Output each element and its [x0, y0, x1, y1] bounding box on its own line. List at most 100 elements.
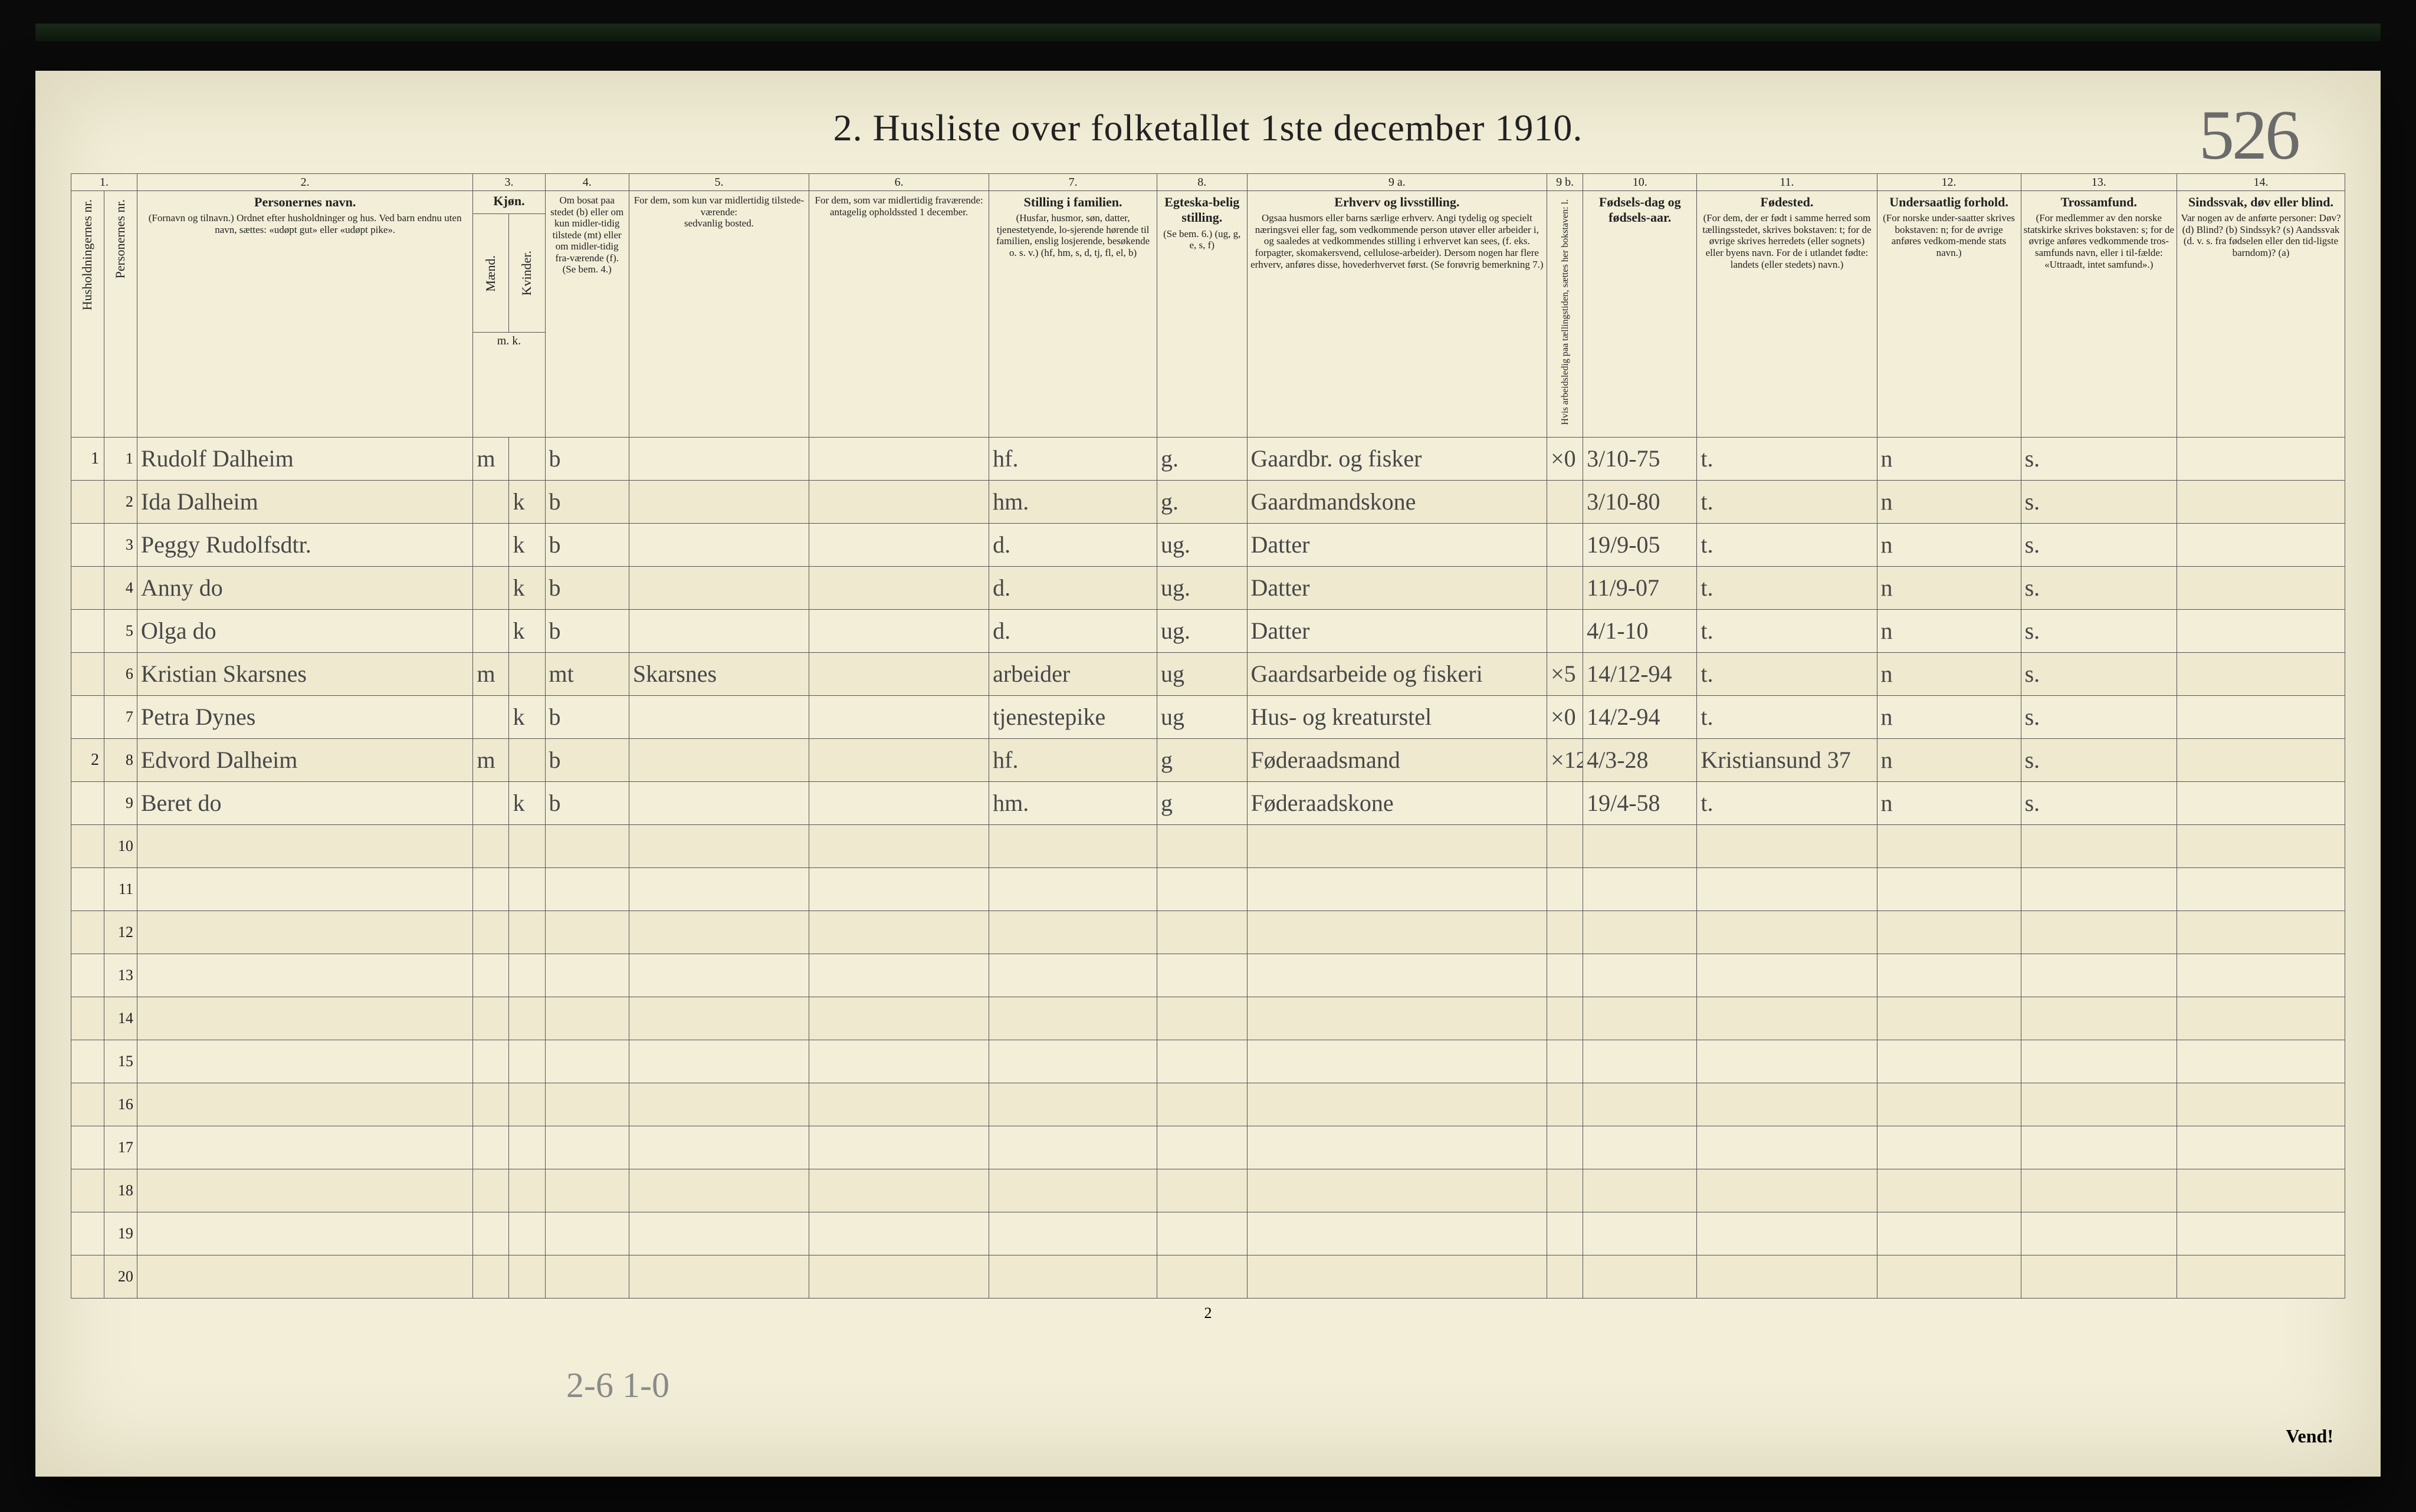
- cell-religion: [2021, 1255, 2177, 1298]
- cell-marital: [1157, 1040, 1247, 1083]
- cell-household-no: [71, 1212, 104, 1255]
- header-family-position: Stilling i familien. (Husfar, husmor, sø…: [989, 191, 1157, 438]
- cell-birthdate: [1583, 1126, 1697, 1169]
- cell-temp-absent: [809, 695, 989, 738]
- cell-nationality: [1877, 1255, 2021, 1298]
- header-temp-absent: For dem, som var midlertidig fraværende:…: [809, 191, 989, 438]
- header-nationality: Undersaatlig forhold. (For norske under-…: [1877, 191, 2021, 438]
- colnum-7: 7.: [989, 174, 1157, 191]
- cell-sex-m: [473, 566, 509, 609]
- cell-sex-m: [473, 1255, 509, 1298]
- cell-residence: mt: [545, 652, 629, 695]
- cell-temp-absent: [809, 781, 989, 824]
- cell-disability: [2177, 609, 2345, 652]
- cell-birthplace: [1697, 1169, 1877, 1212]
- cell-birthdate: 11/9-07: [1583, 566, 1697, 609]
- cell-unemployed: [1547, 867, 1583, 911]
- cell-disability: [2177, 781, 2345, 824]
- cell-temp-present: [629, 997, 809, 1040]
- cell-marital: ug: [1157, 695, 1247, 738]
- cell-unemployed: [1547, 824, 1583, 867]
- cell-marital: [1157, 1126, 1247, 1169]
- table-row: 13: [71, 954, 2345, 997]
- cell-religion: [2021, 1169, 2177, 1212]
- cell-family-position: [989, 1169, 1157, 1212]
- cell-person-no: 9: [104, 781, 137, 824]
- table-row: 18: [71, 1169, 2345, 1212]
- cell-residence: b: [545, 523, 629, 566]
- cell-nationality: n: [1877, 781, 2021, 824]
- cell-nationality: n: [1877, 566, 2021, 609]
- cell-religion: s.: [2021, 609, 2177, 652]
- cell-disability: [2177, 1040, 2345, 1083]
- cell-marital: [1157, 867, 1247, 911]
- table-row: 11: [71, 867, 2345, 911]
- cell-person-no: 10: [104, 824, 137, 867]
- cell-sex-k: [509, 738, 545, 781]
- cell-sex-k: [509, 954, 545, 997]
- cell-unemployed: ×0: [1547, 437, 1583, 480]
- cell-person-no: 6: [104, 652, 137, 695]
- cell-sex-m: m: [473, 738, 509, 781]
- cell-marital: [1157, 1083, 1247, 1126]
- cell-residence: [545, 954, 629, 997]
- cell-residence: b: [545, 781, 629, 824]
- cell-nationality: n: [1877, 695, 2021, 738]
- cell-residence: b: [545, 738, 629, 781]
- colnum-9b: 9 b.: [1547, 174, 1583, 191]
- cell-birthdate: 14/2-94: [1583, 695, 1697, 738]
- cell-residence: [545, 1083, 629, 1126]
- cell-birthdate: [1583, 867, 1697, 911]
- header-row: Husholdningernes nr. Personernes nr. Per…: [71, 191, 2345, 438]
- cell-name: Edvord Dalheim: [137, 738, 473, 781]
- cell-birthdate: 4/3-28: [1583, 738, 1697, 781]
- header-religion: Trossamfund. (For medlemmer av den norsk…: [2021, 191, 2177, 438]
- cell-person-no: 18: [104, 1169, 137, 1212]
- cell-temp-present: [629, 738, 809, 781]
- cell-sex-k: k: [509, 609, 545, 652]
- cell-occupation: Datter: [1247, 523, 1547, 566]
- cell-disability: [2177, 1255, 2345, 1298]
- cell-residence: [545, 1169, 629, 1212]
- cell-birthdate: 4/1-10: [1583, 609, 1697, 652]
- cell-disability: [2177, 480, 2345, 523]
- cell-occupation: Datter: [1247, 566, 1547, 609]
- cell-marital: g.: [1157, 437, 1247, 480]
- footer-page-number: 2: [71, 1304, 2345, 1322]
- cell-marital: [1157, 954, 1247, 997]
- cell-birthplace: t.: [1697, 480, 1877, 523]
- cell-marital: [1157, 1255, 1247, 1298]
- cell-family-position: d.: [989, 523, 1157, 566]
- scan-frame: 526 2. Husliste over folketallet 1ste de…: [0, 0, 2416, 1512]
- cell-religion: [2021, 997, 2177, 1040]
- cell-nationality: [1877, 1212, 2021, 1255]
- cell-temp-absent: [809, 1169, 989, 1212]
- cell-residence: [545, 824, 629, 867]
- cell-person-no: 16: [104, 1083, 137, 1126]
- cell-occupation: [1247, 867, 1547, 911]
- cell-religion: [2021, 824, 2177, 867]
- cell-birthdate: [1583, 1040, 1697, 1083]
- cell-household-no: [71, 609, 104, 652]
- cell-name: Petra Dynes: [137, 695, 473, 738]
- cell-birthplace: [1697, 954, 1877, 997]
- cell-marital: [1157, 1212, 1247, 1255]
- cell-disability: [2177, 1126, 2345, 1169]
- cell-disability: [2177, 1083, 2345, 1126]
- cell-temp-absent: [809, 1212, 989, 1255]
- cell-disability: [2177, 954, 2345, 997]
- cell-household-no: [71, 867, 104, 911]
- cell-birthplace: [1697, 911, 1877, 954]
- table-row: 2Ida Dalheimkbhm.g.Gaardmandskone3/10-80…: [71, 480, 2345, 523]
- cell-name: [137, 1212, 473, 1255]
- cell-sex-m: [473, 997, 509, 1040]
- cell-occupation: [1247, 997, 1547, 1040]
- cell-person-no: 20: [104, 1255, 137, 1298]
- table-row: 6Kristian SkarsnesmmtSkarsnesarbeiderugG…: [71, 652, 2345, 695]
- cell-unemployed: [1547, 1169, 1583, 1212]
- cell-religion: s.: [2021, 695, 2177, 738]
- cell-temp-absent: [809, 1255, 989, 1298]
- cell-temp-absent: [809, 437, 989, 480]
- cell-family-position: hm.: [989, 480, 1157, 523]
- cell-occupation: Føderaadsmand: [1247, 738, 1547, 781]
